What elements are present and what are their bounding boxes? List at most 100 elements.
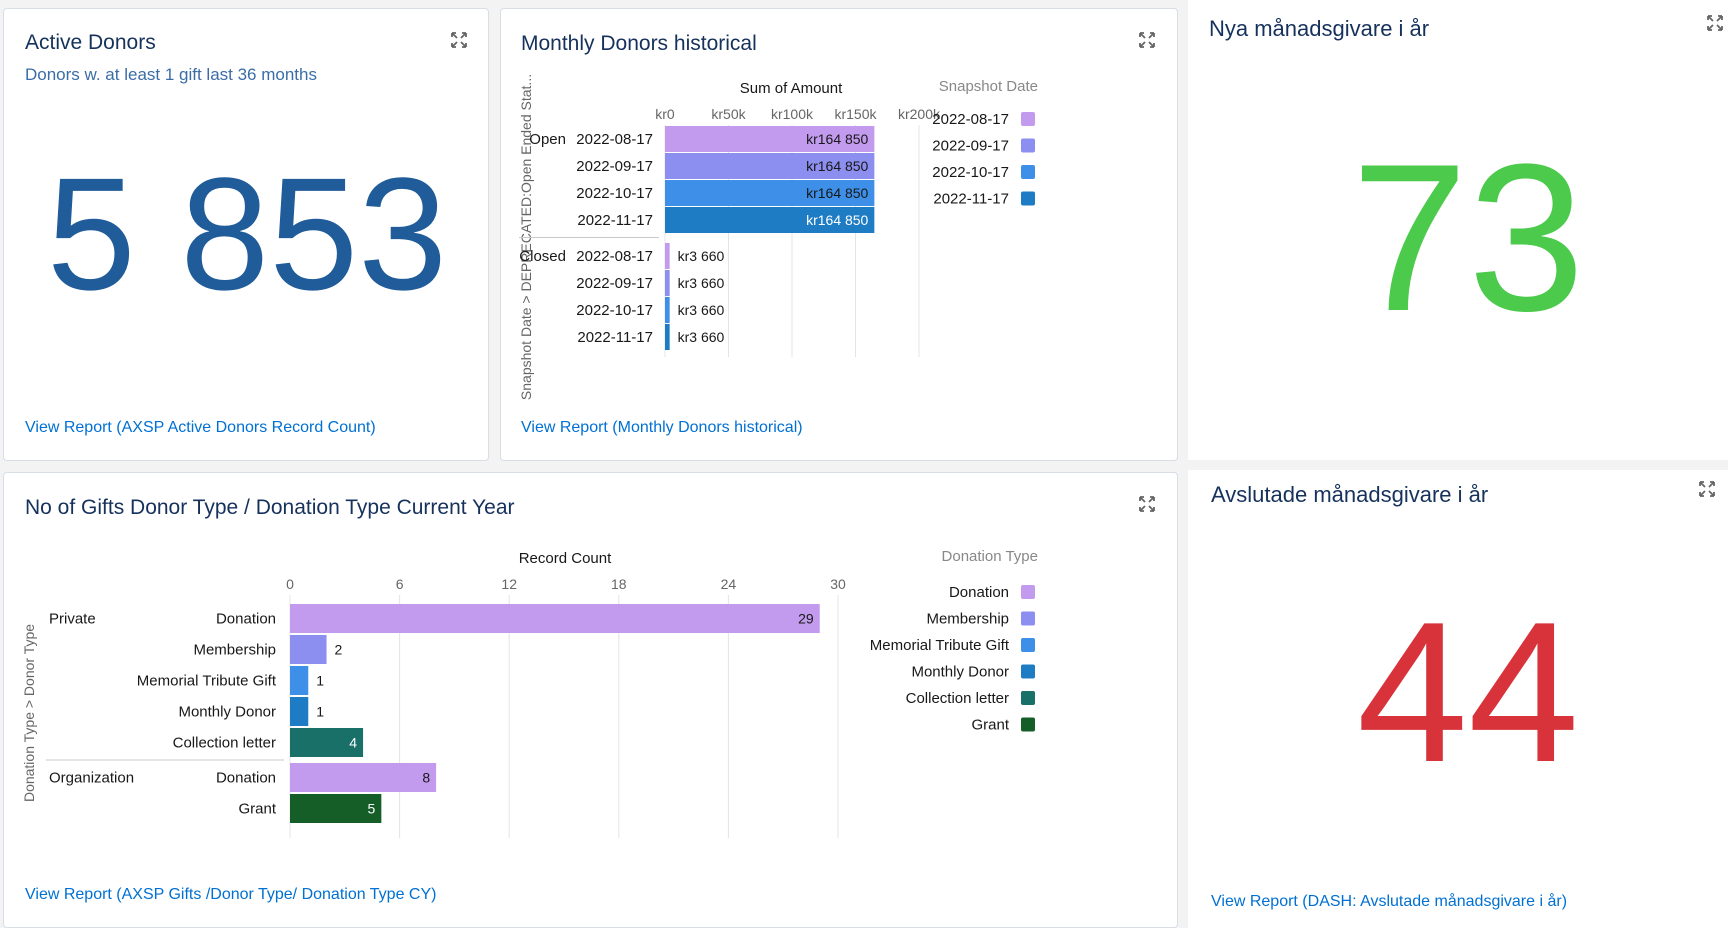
category-label: 2022-08-17	[576, 131, 653, 148]
axis-title: Sum of Amount	[740, 80, 843, 97]
data-label: kr3 660	[678, 329, 725, 345]
category-label: Collection letter	[173, 735, 276, 752]
view-report-link[interactable]: View Report (Monthly Donors historical)	[521, 419, 803, 436]
widget-title: Nya månadsgivare i år	[1209, 16, 1430, 41]
legend-label: Membership	[926, 611, 1009, 628]
nya-manadsgivare-widget: Nya månadsgivare i år 73	[1188, 0, 1728, 460]
x-tick-label: 30	[830, 576, 846, 592]
data-label: 29	[798, 611, 814, 627]
bar	[290, 728, 364, 757]
bar	[665, 270, 670, 296]
x-tick-label: 18	[611, 576, 627, 592]
data-label: kr3 660	[678, 302, 725, 318]
x-tick-label: kr0	[655, 106, 675, 122]
view-report-link[interactable]: View Report (DASH: Avslutade månadsgivar…	[1211, 893, 1568, 910]
data-label: 4	[349, 735, 357, 751]
expand-icon[interactable]	[450, 31, 468, 49]
legend-swatch	[1021, 138, 1035, 153]
widget-subtitle: Donors w. at least 1 gift last 36 months	[25, 65, 317, 84]
data-label: 8	[422, 770, 430, 786]
expand-icon[interactable]	[1138, 495, 1156, 513]
data-label: 5	[368, 801, 376, 817]
category-label: Grant	[238, 801, 276, 818]
legend-label: 2022-08-17	[932, 111, 1009, 128]
category-label: 2022-11-17	[577, 212, 653, 229]
legend-swatch	[1021, 112, 1035, 126]
bar	[290, 666, 309, 695]
legend-label: 2022-10-17	[932, 164, 1009, 181]
category-label: Donation	[216, 611, 276, 628]
x-tick-label: 6	[396, 576, 404, 592]
axis-title: Record Count	[519, 550, 612, 567]
bar	[665, 324, 670, 350]
widget-title: Monthly Donors historical	[521, 32, 757, 55]
expand-icon[interactable]	[1698, 480, 1716, 498]
group-label: Organization	[49, 770, 134, 787]
x-tick-label: 12	[501, 576, 517, 592]
data-label: 2	[335, 642, 343, 658]
view-report-link[interactable]: View Report (AXSP Active Donors Record C…	[25, 419, 376, 436]
bar	[290, 697, 309, 726]
legend-swatch	[1021, 611, 1035, 626]
legend-swatch	[1021, 585, 1035, 599]
avslutade-manadsgivare-widget: Avslutade månadsgivare i år 44 View Repo…	[1188, 470, 1728, 928]
data-label: kr3 660	[678, 275, 725, 291]
x-tick-label: kr150k	[834, 106, 877, 122]
legend-label: Monthly Donor	[911, 664, 1009, 681]
widget-title: Avslutade månadsgivare i år	[1211, 482, 1489, 507]
bar	[665, 243, 670, 269]
group-label: Private	[49, 611, 96, 628]
metric-value: 5 853	[46, 144, 448, 323]
category-label: 2022-09-17	[576, 158, 653, 175]
monthly-donors-chart: Sum of Amount kr0 kr50k kr100k kr150k kr200k S…	[518, 74, 1038, 400]
expand-icon[interactable]	[1706, 14, 1724, 32]
legend-label: 2022-11-17	[933, 191, 1009, 208]
legend-label: 2022-09-17	[932, 138, 1009, 155]
metric-value: 73	[1351, 120, 1585, 355]
bar	[665, 207, 875, 233]
category-label: 2022-10-17	[576, 185, 653, 202]
legend-swatch	[1021, 717, 1035, 732]
view-report-link[interactable]: View Report (AXSP Gifts /Donor Type/ Don…	[25, 886, 437, 903]
legend-label: Grant	[971, 717, 1009, 734]
legend-swatch	[1021, 165, 1035, 179]
legend-label: Donation	[949, 584, 1009, 601]
x-tick-label: 24	[721, 576, 737, 592]
category-label: 2022-11-17	[577, 329, 653, 346]
widget-title: No of Gifts Donor Type / Donation Type C…	[25, 496, 515, 519]
category-label: 2022-08-17	[576, 248, 653, 265]
legend-swatch	[1021, 191, 1035, 206]
category-label: Donation	[216, 770, 276, 787]
bar	[290, 604, 820, 633]
category-label: 2022-10-17	[576, 302, 653, 319]
y-axis-title: Donation Type > Donor Type	[21, 624, 37, 802]
x-tick-label: kr100k	[771, 106, 814, 122]
widget-title: Active Donors	[25, 31, 156, 54]
data-label: kr164 850	[806, 158, 868, 174]
legend-label: Collection letter	[906, 690, 1009, 707]
group-label: Closed	[519, 248, 566, 265]
gifts-widget: No of Gifts Donor Type / Donation Type C…	[3, 472, 1178, 928]
legend-swatch	[1021, 638, 1035, 652]
legend-title: Snapshot Date	[939, 78, 1038, 95]
data-label: kr164 850	[806, 131, 868, 147]
legend-title: Donation Type	[942, 548, 1038, 565]
bar	[290, 635, 327, 664]
bar	[665, 297, 670, 323]
active-donors-widget: Active Donors Donors w. at least 1 gift …	[3, 8, 489, 461]
bar	[665, 126, 875, 152]
bar	[290, 794, 382, 823]
category-label: Monthly Donor	[178, 704, 276, 721]
legend-swatch	[1021, 691, 1035, 705]
x-tick-label: kr50k	[711, 106, 746, 122]
data-label: 1	[316, 673, 324, 689]
bar	[665, 153, 875, 179]
group-label: Open	[529, 131, 566, 148]
legend-label: Memorial Tribute Gift	[870, 637, 1010, 654]
bar	[665, 180, 875, 206]
bar	[290, 763, 437, 792]
category-label: 2022-09-17	[576, 275, 653, 292]
expand-icon[interactable]	[1138, 31, 1156, 49]
x-tick-label: 0	[286, 576, 294, 592]
